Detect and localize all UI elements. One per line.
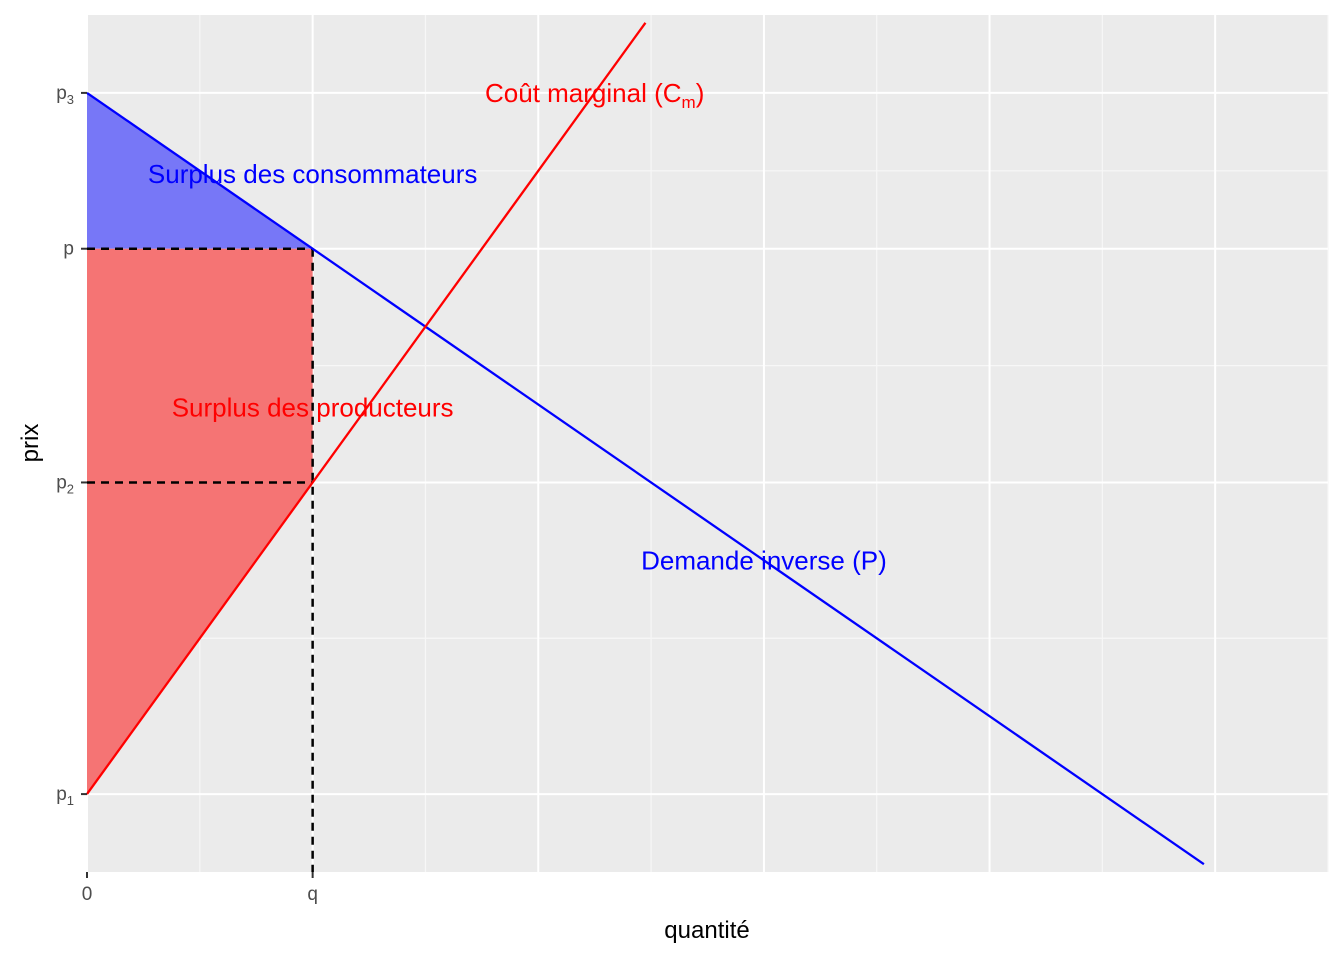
curves — [86, 22, 1205, 866]
annotation-0: Coût marginal (Cm) — [485, 78, 704, 112]
area-1 — [87, 248, 313, 795]
x-axis-title: quantité — [664, 917, 749, 944]
annotation-1: Surplus des consommateurs — [148, 159, 477, 189]
annotation-subscript: m — [682, 93, 696, 112]
y-tick-label-subscript: 3 — [67, 92, 74, 107]
annotation-3: Demande inverse (P) — [641, 545, 887, 575]
x-tick-label: q — [307, 884, 318, 905]
y-tick-label-base: p — [56, 472, 67, 493]
annotation-text: Surplus des producteurs — [172, 393, 454, 423]
annotation-text: Demande inverse (P) — [641, 545, 887, 575]
annotations: Coût marginal (Cm) Surplus des consommate… — [148, 78, 887, 575]
y-tick-label: p3 — [56, 83, 74, 107]
y-tick-label-base: p — [56, 83, 67, 104]
y-tick-label-base: p — [56, 784, 67, 805]
annotation-text: Coût marginal (C — [485, 78, 682, 108]
y-tick-label: p2 — [56, 472, 74, 496]
y-tick-label: p1 — [56, 784, 74, 808]
y-tick-label-subscript: 2 — [67, 481, 74, 496]
y-axis-title: prix — [17, 424, 44, 463]
guide-lines — [87, 247, 314, 872]
marginal-cost-curve — [86, 22, 647, 795]
annotation-2: Surplus des producteurs — [172, 393, 454, 423]
x-tick-label: 0 — [82, 884, 93, 905]
annotation-tail: ) — [696, 78, 705, 108]
y-tick-label-subscript: 1 — [67, 793, 74, 808]
demand-curve — [86, 91, 1205, 866]
y-tick-label-base: p — [63, 239, 74, 260]
y-tick-label: p — [63, 239, 74, 260]
annotation-text: Surplus des consommateurs — [148, 159, 477, 189]
